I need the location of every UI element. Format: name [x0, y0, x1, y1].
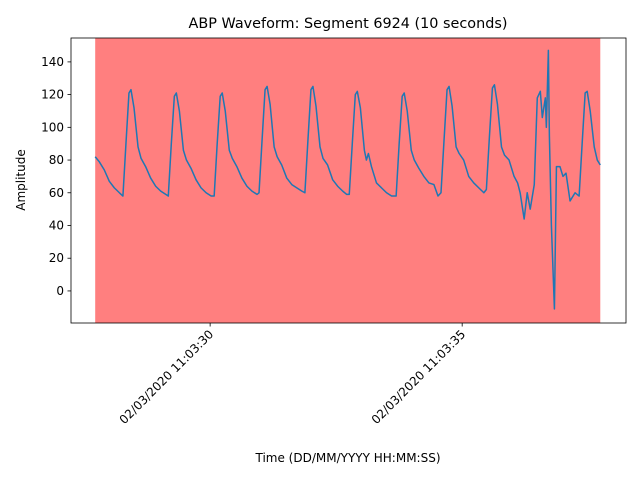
- y-tick-label: 0: [56, 284, 64, 298]
- y-tick-label: 40: [49, 218, 64, 232]
- data-line: [94, 49, 601, 310]
- y-tick-label: 20: [49, 251, 64, 265]
- axes-frame: [70, 37, 627, 324]
- highlight-span: [95, 38, 601, 323]
- y-tick-label: 100: [41, 120, 64, 134]
- y-tick-label: 80: [49, 153, 64, 167]
- y-tick-label: 60: [49, 186, 64, 200]
- chart-title: ABP Waveform: Segment 6924 (10 seconds): [189, 16, 508, 32]
- y-tick-label: 120: [41, 88, 64, 102]
- y-tick-label: 140: [41, 55, 64, 69]
- y-axis-label: Amplitude: [14, 149, 28, 211]
- x-axis-label: Time (DD/MM/YYYY HH:MM:SS): [254, 451, 440, 465]
